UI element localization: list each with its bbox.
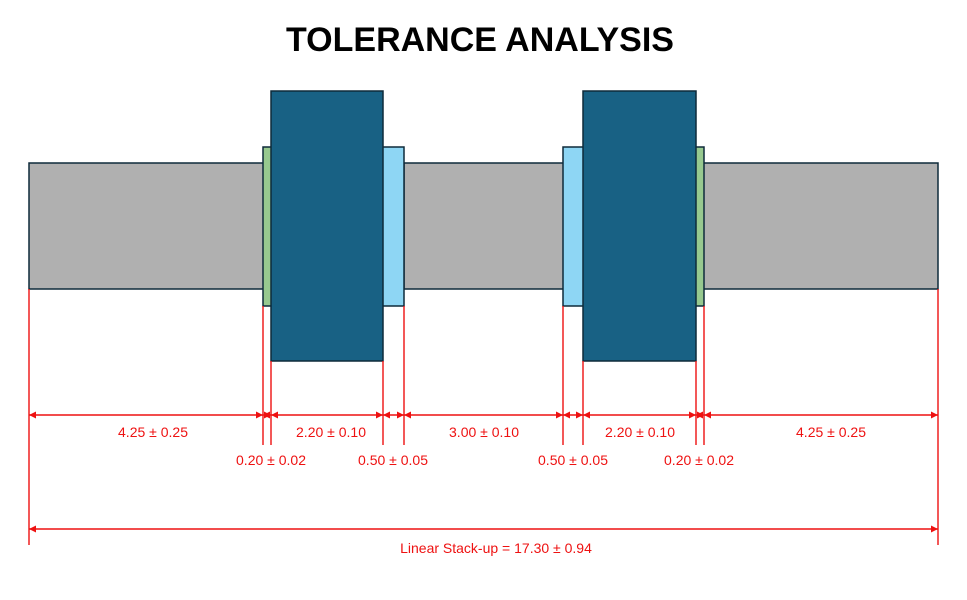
page-title: TOLERANCE ANALYSIS <box>286 21 674 59</box>
dimension-label-spacer-green-right: 0.20 ± 0.02 <box>664 452 734 468</box>
bearing-left <box>271 91 383 361</box>
dimension-label-bearing-left: 2.20 ± 0.10 <box>296 424 366 440</box>
shaft-left <box>29 163 264 289</box>
dimension-label-spacer-blue-right: 0.50 ± 0.05 <box>538 452 608 468</box>
bearing-right <box>583 91 696 361</box>
spacer-blue-left <box>382 147 404 306</box>
shaft-right <box>703 163 938 289</box>
dimension-label-spacer-blue-left: 0.50 ± 0.05 <box>358 452 428 468</box>
spacer-blue-right <box>563 147 585 306</box>
dimension-label-spacer-green-left: 0.20 ± 0.02 <box>236 452 306 468</box>
stackup-label: Linear Stack-up = 17.30 ± 0.94 <box>400 540 592 556</box>
dimension-label-shaft-left: 4.25 ± 0.25 <box>118 424 188 440</box>
assembly <box>29 91 938 361</box>
dimension-labels: 4.25 ± 0.25 0.20 ± 0.02 2.20 ± 0.10 0.50… <box>118 424 866 556</box>
dimension-label-shaft-right: 4.25 ± 0.25 <box>796 424 866 440</box>
shaft-middle <box>404 163 564 289</box>
dimension-label-shaft-middle: 3.00 ± 0.10 <box>449 424 519 440</box>
dimension-label-bearing-right: 2.20 ± 0.10 <box>605 424 675 440</box>
extension-lines <box>29 289 938 545</box>
